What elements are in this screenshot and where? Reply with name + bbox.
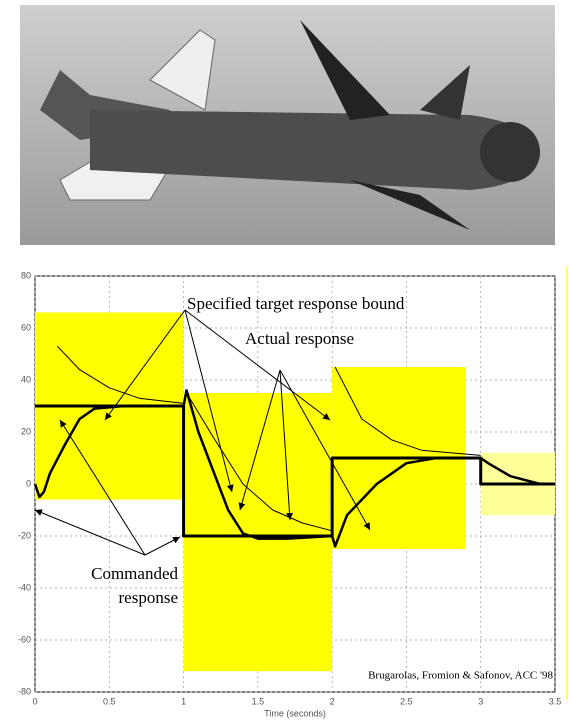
response-bound bbox=[183, 393, 333, 672]
y-tick-label: -40 bbox=[18, 582, 31, 592]
x-axis-label: Time (seconds) bbox=[264, 708, 326, 718]
y-tick-label: 0 bbox=[26, 478, 31, 488]
y-tick-label: -20 bbox=[18, 530, 31, 540]
response-line bbox=[56, 345, 481, 532]
x-tick-label: 2 bbox=[330, 696, 335, 706]
annotation: Actual response bbox=[245, 329, 354, 348]
x-tick-label: 3.5 bbox=[549, 696, 562, 706]
missile-photo bbox=[20, 5, 555, 245]
x-tick-label: 0.5 bbox=[103, 696, 116, 706]
y-tick-label: -80 bbox=[18, 686, 31, 696]
annotation: Commanded response bbox=[91, 564, 178, 607]
y-tick-label: 80 bbox=[21, 270, 31, 280]
y-tick-label: 20 bbox=[21, 426, 31, 436]
y-tick-label: 40 bbox=[21, 374, 31, 384]
annotation-arrows bbox=[34, 309, 371, 556]
x-tick-label: 2.5 bbox=[400, 696, 413, 706]
x-tick-label: 1.5 bbox=[252, 696, 265, 706]
x-tick-label: 3 bbox=[478, 696, 483, 706]
annotation-box: Commanded response bbox=[91, 564, 178, 607]
annotation: Specified target response bound bbox=[187, 294, 405, 313]
y-tick-label: -60 bbox=[18, 634, 31, 644]
x-tick-label: 0 bbox=[32, 696, 37, 706]
annotation: Brugarolas, Fromion & Safonov, ACC '98 bbox=[368, 670, 553, 682]
x-tick-label: 1 bbox=[181, 696, 186, 706]
response-line bbox=[35, 404, 555, 538]
y-tick-label: 60 bbox=[21, 322, 31, 332]
response-line bbox=[33, 389, 555, 548]
